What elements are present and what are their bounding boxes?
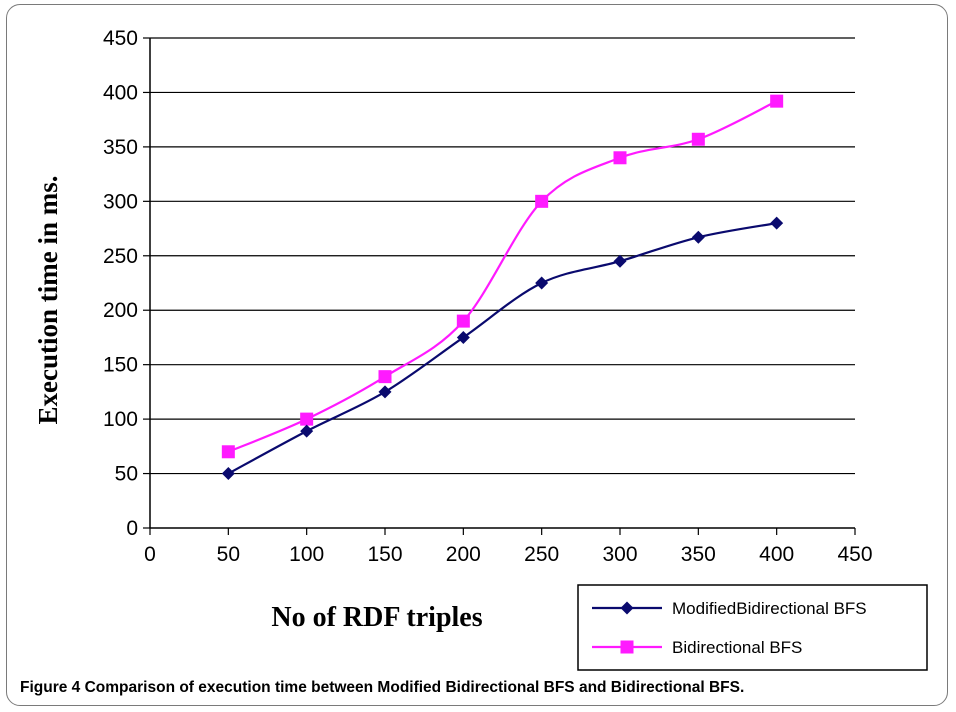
caption-label: Figure 4 — [20, 679, 81, 696]
y-tick-label-400: 400 — [103, 81, 138, 104]
y-tick-labels: 0 50 100 150 200 250 300 350 400 450 — [103, 27, 138, 540]
series-layer — [221, 94, 784, 481]
y-tick-label-150: 150 — [103, 354, 138, 377]
y-tick-label-300: 300 — [103, 190, 138, 213]
data-point-bidirectional-bfs-150 — [378, 370, 392, 384]
x-tick-label-150: 150 — [367, 543, 402, 566]
figure-caption: Figure 4 Comparison of execution time be… — [20, 679, 950, 697]
data-point-bidirectional-bfs-50 — [221, 445, 235, 459]
series-line-modifiedbidirectional-bfs — [227, 222, 777, 475]
data-point-modifiedbidirectional-bfs-250 — [535, 276, 549, 290]
x-axis-label: No of RDF triples — [271, 602, 482, 633]
y-tick-label-450: 450 — [103, 27, 138, 50]
data-point-modifiedbidirectional-bfs-100 — [300, 424, 314, 438]
data-point-modifiedbidirectional-bfs-400 — [770, 216, 784, 230]
y-tick-label-50: 50 — [115, 463, 138, 486]
x-tick-label-200: 200 — [446, 543, 481, 566]
x-tick-label-250: 250 — [524, 543, 559, 566]
data-point-bidirectional-bfs-200 — [456, 314, 470, 328]
data-point-bidirectional-bfs-400 — [770, 94, 784, 108]
data-point-modifiedbidirectional-bfs-200 — [456, 330, 470, 344]
data-point-modifiedbidirectional-bfs-150 — [378, 385, 392, 399]
data-point-bidirectional-bfs-100 — [300, 412, 314, 426]
legend-marker-modifiedbidirectional-bfs — [620, 601, 634, 615]
legend-label-modifiedbidirectional-bfs: ModifiedBidirectional BFS — [672, 599, 867, 618]
x-tick-label-400: 400 — [759, 543, 794, 566]
data-point-modifiedbidirectional-bfs-300 — [613, 254, 627, 268]
series-modifiedbidirectional-bfs — [221, 216, 784, 481]
series-bidirectional-bfs — [221, 94, 784, 459]
y-tick-label-200: 200 — [103, 299, 138, 322]
x-tick-label-100: 100 — [289, 543, 324, 566]
data-point-bidirectional-bfs-300 — [613, 151, 627, 165]
y-tick-label-250: 250 — [103, 245, 138, 268]
x-tick-label-450: 450 — [837, 543, 872, 566]
x-tick-labels: 0 50 100 150 200 250 300 350 400 450 — [144, 543, 872, 566]
legend-label-bidirectional-bfs: Bidirectional BFS — [672, 638, 802, 657]
caption-text: Comparison of execution time between Mod… — [84, 679, 745, 696]
data-point-modifiedbidirectional-bfs-350 — [691, 230, 705, 244]
series-line-bidirectional-bfs — [227, 100, 778, 453]
legend-box — [577, 584, 928, 671]
gridlines — [150, 37, 855, 475]
legend: ModifiedBidirectional BFS Bidirectional B… — [577, 584, 928, 671]
data-point-bidirectional-bfs-250 — [535, 194, 549, 208]
x-tick-label-0: 0 — [144, 543, 156, 566]
y-tick-label-100: 100 — [103, 408, 138, 431]
y-tick-label-0: 0 — [126, 517, 138, 540]
axes — [143, 37, 856, 535]
data-point-modifiedbidirectional-bfs-50 — [221, 467, 235, 481]
legend-marker-bidirectional-bfs — [620, 640, 634, 654]
y-tick-label-350: 350 — [103, 136, 138, 159]
y-axis-label: Execution time in ms. — [33, 176, 63, 425]
x-tick-label-350: 350 — [681, 543, 716, 566]
x-tick-label-50: 50 — [217, 543, 240, 566]
x-tick-label-300: 300 — [602, 543, 637, 566]
data-point-bidirectional-bfs-350 — [691, 132, 705, 146]
